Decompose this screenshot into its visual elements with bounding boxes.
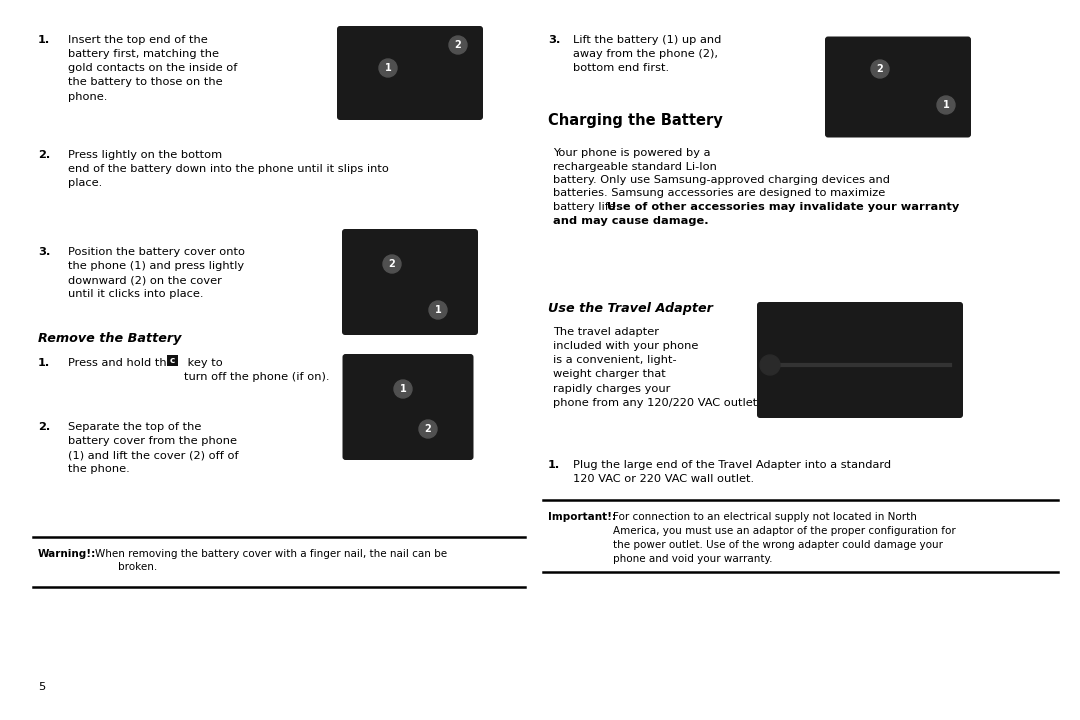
Text: 2.: 2. <box>38 150 51 160</box>
FancyBboxPatch shape <box>167 355 178 366</box>
Text: Remove the Battery: Remove the Battery <box>38 332 181 345</box>
Text: Position the battery cover onto
the phone (1) and press lightly
downward (2) on : Position the battery cover onto the phon… <box>68 247 245 300</box>
Text: Use of other accessories may invalidate your warranty: Use of other accessories may invalidate … <box>607 202 959 212</box>
Circle shape <box>449 36 467 54</box>
Text: Important!:: Important!: <box>548 512 616 522</box>
Text: Plug the large end of the Travel Adapter into a standard
120 VAC or 220 VAC wall: Plug the large end of the Travel Adapter… <box>573 460 891 484</box>
Text: rechargeable standard Li-Ion: rechargeable standard Li-Ion <box>553 161 717 171</box>
FancyBboxPatch shape <box>342 229 478 335</box>
Text: Insert the top end of the
battery first, matching the
gold contacts on the insid: Insert the top end of the battery first,… <box>68 35 238 102</box>
Text: battery life.: battery life. <box>553 202 623 212</box>
Text: 3.: 3. <box>548 35 561 45</box>
Circle shape <box>760 355 780 375</box>
Circle shape <box>379 59 397 77</box>
Text: Separate the top of the
battery cover from the phone
(1) and lift the cover (2) : Separate the top of the battery cover fr… <box>68 422 239 474</box>
FancyBboxPatch shape <box>337 26 483 120</box>
Text: Press lightly on the bottom
end of the battery down into the phone until it slip: Press lightly on the bottom end of the b… <box>68 150 389 189</box>
Text: The travel adapter
included with your phone
is a convenient, light-
weight charg: The travel adapter included with your ph… <box>553 327 761 408</box>
Text: Charging the Battery: Charging the Battery <box>548 113 723 128</box>
Text: Warning!:: Warning!: <box>38 549 96 559</box>
Text: 2: 2 <box>424 424 431 434</box>
FancyBboxPatch shape <box>825 37 971 138</box>
Text: 2.: 2. <box>38 422 51 432</box>
Text: Press and hold the: Press and hold the <box>68 358 177 368</box>
Circle shape <box>419 420 437 438</box>
Text: 1: 1 <box>400 384 406 394</box>
Text: c: c <box>170 356 175 365</box>
Text: 2: 2 <box>877 64 883 74</box>
Text: 2: 2 <box>389 259 395 269</box>
Text: 1: 1 <box>384 63 391 73</box>
Circle shape <box>937 96 955 114</box>
Text: Your phone is powered by a: Your phone is powered by a <box>553 148 711 158</box>
Text: When removing the battery cover with a finger nail, the nail can be: When removing the battery cover with a f… <box>95 549 447 559</box>
Text: Use the Travel Adapter: Use the Travel Adapter <box>548 302 713 315</box>
FancyBboxPatch shape <box>342 354 473 460</box>
Text: 1.: 1. <box>38 358 51 368</box>
Text: Lift the battery (1) up and
away from the phone (2),
bottom end first.: Lift the battery (1) up and away from th… <box>573 35 721 73</box>
Text: battery. Only use Samsung-approved charging devices and: battery. Only use Samsung-approved charg… <box>553 175 890 185</box>
Text: 1: 1 <box>943 100 949 110</box>
Text: and may cause damage.: and may cause damage. <box>553 215 708 225</box>
Circle shape <box>429 301 447 319</box>
Text: batteries. Samsung accessories are designed to maximize: batteries. Samsung accessories are desig… <box>553 189 886 199</box>
Text: For connection to an electrical supply not located in North
America, you must us: For connection to an electrical supply n… <box>613 512 956 564</box>
Text: key to
turn off the phone (if on).: key to turn off the phone (if on). <box>184 358 329 382</box>
Text: 5: 5 <box>38 682 45 692</box>
FancyBboxPatch shape <box>757 302 963 418</box>
Circle shape <box>383 255 401 273</box>
Text: 1.: 1. <box>548 460 561 470</box>
Circle shape <box>870 60 889 78</box>
Text: 2: 2 <box>455 40 461 50</box>
Text: 1: 1 <box>434 305 442 315</box>
Text: 1.: 1. <box>38 35 51 45</box>
Text: 3.: 3. <box>38 247 51 257</box>
Text: broken.: broken. <box>118 562 158 572</box>
Circle shape <box>394 380 411 398</box>
